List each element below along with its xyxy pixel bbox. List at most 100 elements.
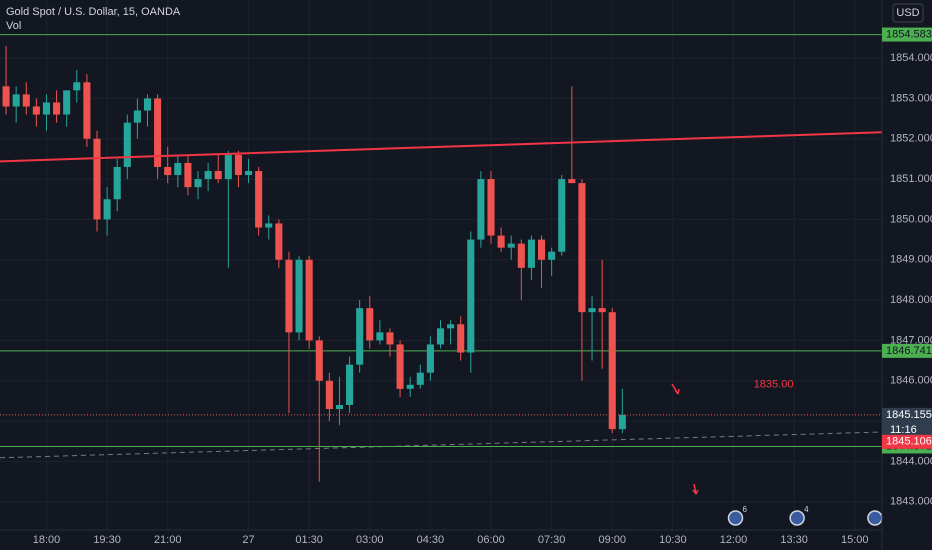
candle-body (295, 259, 303, 333)
candle-body (527, 239, 535, 268)
y-tick-label: 1850.000 (890, 213, 932, 225)
countdown-label: 11:16 (890, 424, 917, 436)
trendline (0, 131, 883, 163)
y-tick-label: 1844.000 (890, 455, 932, 467)
candle-body (285, 259, 293, 333)
y-tick-label: 1852.000 (890, 133, 932, 145)
x-tick-label: 15:00 (841, 534, 869, 546)
dashed-line (0, 431, 883, 459)
x-tick-label: 03:00 (356, 534, 384, 546)
candle-body (386, 332, 394, 345)
candle-body (578, 183, 586, 313)
currency-button[interactable] (892, 3, 924, 23)
candle-body (73, 82, 81, 91)
candle-body (548, 251, 556, 260)
candle-body (164, 166, 172, 176)
candle-body (497, 235, 505, 248)
candle-body (588, 308, 596, 313)
x-tick-label: 09:00 (598, 534, 626, 546)
candle-body (558, 179, 566, 252)
candle-body (123, 122, 131, 167)
current-price-tag (882, 407, 932, 438)
candle-body (376, 332, 384, 341)
candle-body (174, 162, 182, 176)
event-icon (727, 510, 744, 526)
candle-body (204, 171, 212, 180)
candle-body (224, 154, 232, 180)
x-tick-label: 13:30 (780, 534, 808, 546)
candle-body (325, 380, 333, 409)
candle-body (335, 404, 343, 409)
event-icon (867, 510, 883, 526)
axes: 1843.0001844.0001845.0001846.0001847.000… (33, 27, 932, 546)
candle-body (255, 171, 263, 228)
arrow (692, 483, 699, 495)
candle-body (22, 94, 30, 107)
candle-body (436, 328, 445, 345)
candle-body (42, 102, 51, 115)
candle-body (366, 308, 374, 341)
candle-body (396, 344, 404, 389)
candle-body (426, 344, 434, 373)
x-tick-label: 18:00 (33, 534, 61, 546)
candle-body (608, 312, 616, 430)
candle-body (467, 239, 475, 353)
candle-body (457, 324, 465, 353)
candle-body (12, 94, 20, 107)
y-tick-label: 1849.000 (890, 254, 932, 266)
event-count: 4 (804, 505, 809, 514)
candle-body (184, 162, 192, 188)
candle-body (2, 86, 10, 107)
y-tick-label: 1854.000 (890, 52, 932, 64)
level-tag (882, 343, 932, 358)
candle-body (245, 171, 253, 176)
candle-body (214, 171, 222, 180)
x-tick-label: 27 (242, 534, 254, 546)
candle-body (537, 239, 546, 260)
candle-body (447, 324, 455, 329)
current-price-label: 1845.155 (886, 409, 932, 421)
y-tick-label: 1843.000 (890, 496, 932, 508)
candle-body (93, 138, 101, 220)
x-tick-label: 19:30 (93, 534, 121, 546)
candle-body (356, 308, 364, 365)
candle-body (346, 364, 354, 405)
candle-body (517, 243, 525, 268)
candle-body (32, 106, 40, 115)
x-tick-label: 04:30 (417, 534, 445, 546)
candle-body (133, 110, 141, 123)
y-tick-label: 1847.000 (890, 334, 932, 346)
candle-body (406, 384, 414, 389)
candle-body (477, 179, 485, 240)
y-tick-label: 1846.000 (890, 375, 932, 387)
candle-body (194, 179, 202, 188)
y-tick-label: 1851.000 (890, 173, 932, 185)
y-tick-label: 1853.000 (890, 92, 932, 104)
candle-body (63, 90, 71, 115)
candle-body (265, 223, 273, 228)
candle-body (507, 243, 515, 248)
candle-body (83, 82, 91, 139)
candle-body (234, 154, 242, 176)
candle-body (275, 223, 283, 260)
level-tag-label: 1854.583 (886, 28, 932, 40)
candle-body (598, 308, 606, 313)
plot: 1835.00 6 4 (0, 34, 883, 526)
annotation: 1835.00 (754, 379, 794, 391)
candle-body (416, 372, 424, 385)
subtitle: Vol (6, 20, 21, 32)
x-tick-label: 06:00 (477, 534, 505, 546)
candle-body (618, 414, 626, 430)
x-tick-label: 07:30 (538, 534, 566, 546)
candle-body (154, 98, 162, 167)
currency-label[interactable]: USD (896, 7, 919, 19)
candle-body (53, 102, 61, 115)
level-tag-label: 1846.741 (886, 345, 932, 357)
bid-tag (882, 434, 932, 449)
candle-body (487, 179, 495, 236)
chart-title: Gold Spot / U.S. Dollar, 15, OANDA (6, 6, 181, 18)
candle-body (113, 166, 121, 200)
